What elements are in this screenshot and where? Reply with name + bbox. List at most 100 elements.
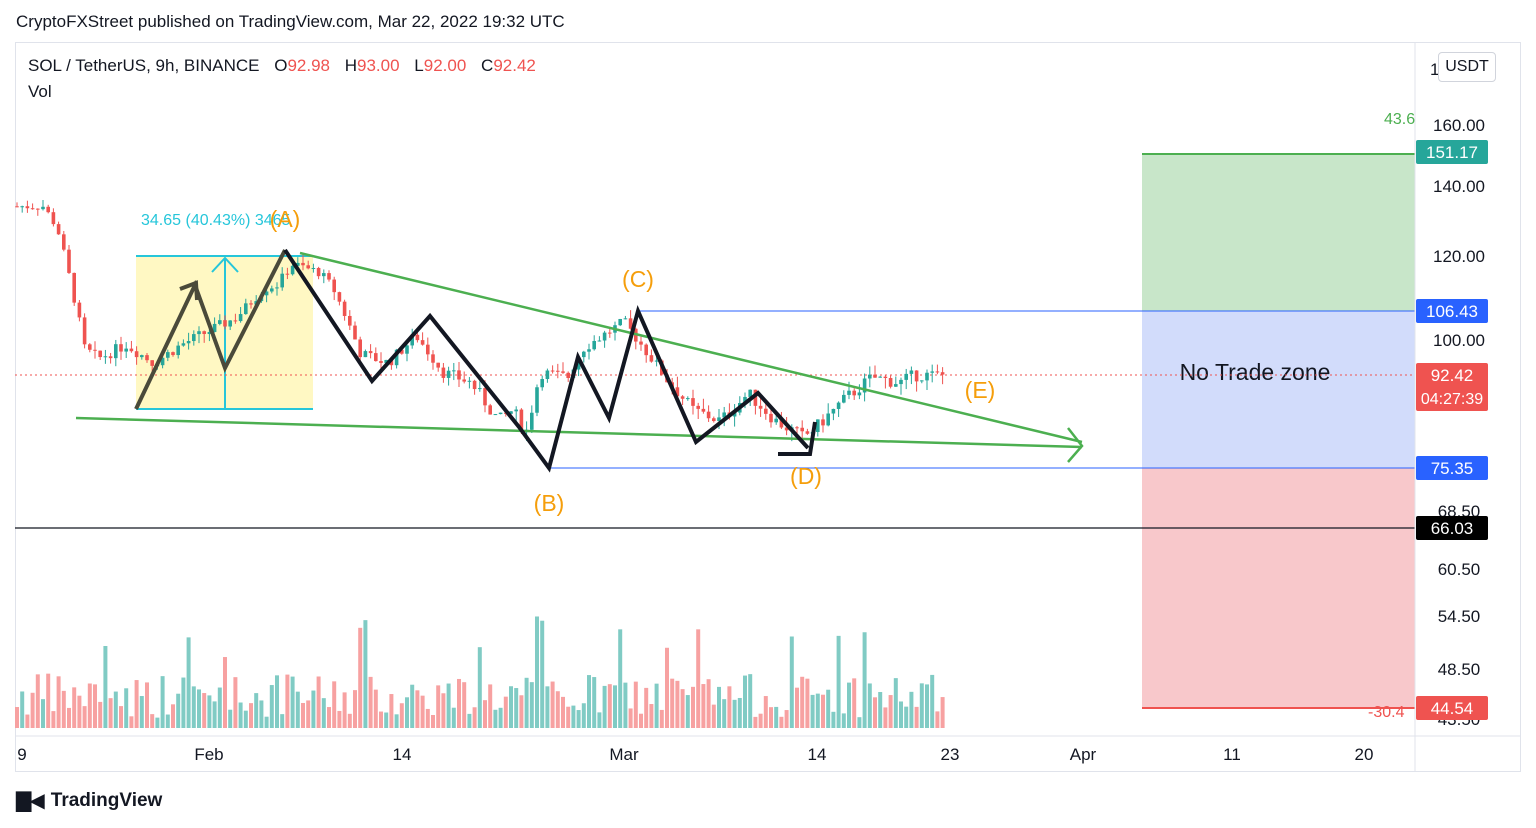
candle-body (883, 376, 888, 379)
x-tick-label: Apr (1070, 745, 1097, 764)
candle-body (483, 388, 487, 406)
volume-bar (249, 703, 253, 728)
volume-bar (659, 709, 664, 728)
volume-bar (555, 691, 560, 728)
candle-body (249, 303, 253, 305)
y-tick-label: 48.50 (1438, 660, 1481, 679)
candle-body (441, 367, 446, 378)
candle-body (722, 412, 726, 418)
candle-body (654, 360, 659, 362)
volume-bar (701, 684, 706, 728)
volume-bar (789, 636, 794, 728)
volume-bar (347, 713, 352, 728)
volume-bar (779, 716, 784, 728)
candle-body (920, 380, 924, 382)
volume-bar (327, 707, 331, 728)
candle-body (556, 370, 560, 372)
volume-bar (30, 692, 35, 728)
x-tick-label: 14 (808, 745, 827, 764)
candle-body (30, 208, 35, 210)
candle-body (748, 389, 752, 397)
countdown-label: 04:27:39 (1421, 391, 1483, 408)
currency-button[interactable]: USDT (1438, 52, 1496, 82)
price-label-horizontal_line: 66.03 (1431, 519, 1474, 538)
candle-body (831, 408, 836, 414)
candle-body (415, 334, 420, 341)
candle-body (316, 267, 321, 277)
volume-bar (67, 707, 71, 728)
volume-bar (857, 717, 862, 728)
candle-body (285, 273, 290, 275)
candle-body (576, 357, 581, 370)
x-tick-label: Feb (194, 745, 223, 764)
price-label-loss: 44.54 (1431, 699, 1474, 718)
candle-body (769, 413, 773, 423)
volume-bar (238, 702, 243, 728)
volume-bar (545, 686, 550, 728)
volume-bar (935, 711, 940, 728)
candle-body (145, 355, 149, 361)
volume-bar (119, 706, 123, 728)
candle-body (124, 348, 128, 352)
candle-body (649, 355, 654, 362)
time-axis: 9 Feb 14 Mar 14 23 Apr 11 20 (17, 745, 1373, 764)
volume-bar (98, 701, 103, 728)
volume-bar (420, 695, 425, 728)
volume-bar (405, 697, 409, 728)
volume-bar (940, 697, 945, 728)
volume-bar (883, 707, 888, 728)
candle-body (374, 353, 378, 362)
volume-bar (358, 627, 363, 728)
volume-bar (665, 647, 669, 728)
low-value: 92.00 (423, 56, 467, 75)
volume-bar (212, 701, 217, 728)
volume-bar (878, 692, 883, 728)
candle-body (41, 206, 45, 210)
candle-body (868, 374, 872, 379)
candle-body (457, 370, 461, 380)
candle-body (805, 431, 810, 434)
tradingview-logo-icon: ▇◀ (16, 790, 45, 812)
triangle-arrowhead (1067, 427, 1084, 463)
open-label: O (274, 56, 288, 75)
volume-bar (503, 696, 508, 728)
volume-bar (191, 686, 196, 728)
candle-body (160, 357, 165, 366)
candle-body (140, 355, 144, 358)
volume-bar (493, 709, 498, 728)
measure-label: 34.65 (40.43%) 3465 (141, 212, 291, 229)
volume-bar (399, 703, 404, 728)
candle-body (51, 212, 56, 225)
volume-bar (61, 690, 66, 728)
candle-body (46, 206, 50, 213)
volume-bar (56, 676, 61, 728)
candle-body (296, 262, 300, 266)
candle-body (566, 372, 570, 378)
volume-bar (20, 691, 25, 728)
volume-bar (602, 685, 607, 728)
volume-bar (472, 707, 477, 728)
volume-bar (233, 677, 238, 728)
volume-bar (509, 686, 513, 728)
symbol-legend: SOL / TetherUS, 9h, BINANCE O92.98 H93.0… (28, 56, 536, 76)
candle-body (519, 409, 524, 431)
candle-body (93, 349, 97, 351)
volume-bar (566, 706, 571, 728)
volume-bar (847, 682, 851, 728)
close-value: 92.42 (493, 56, 536, 75)
y-tick-label: 100.00 (1433, 331, 1485, 350)
volume-bar (82, 706, 87, 728)
volume-bar (306, 700, 311, 728)
volume-bar (763, 696, 768, 728)
candle-body (852, 390, 856, 396)
volume-bar (618, 629, 623, 728)
volume-bar (72, 687, 77, 728)
tradingview-footer[interactable]: ▇◀ TradingView (16, 788, 162, 813)
y-tick-label: 140.00 (1433, 177, 1485, 196)
volume-bar (571, 705, 576, 728)
candle-body (478, 388, 482, 390)
candle-body (20, 206, 24, 208)
price-label-box (1416, 363, 1488, 411)
candle-body (228, 320, 232, 327)
